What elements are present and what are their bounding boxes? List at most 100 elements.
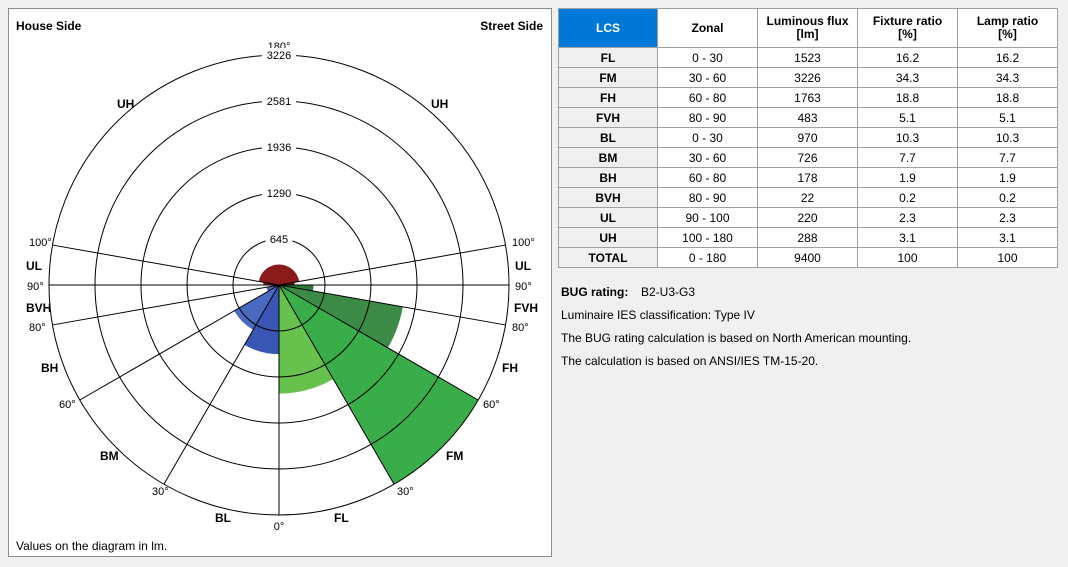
zone-label-ul-left: UL bbox=[26, 259, 42, 273]
cell-flux: 1763 bbox=[757, 87, 858, 108]
cell-lamp-ratio: 0.2 bbox=[957, 187, 1058, 208]
cell-lcs: UH bbox=[558, 227, 658, 248]
footnote: Values on the diagram in lm. bbox=[16, 539, 167, 553]
mounting-note: The BUG rating calculation is based on N… bbox=[561, 331, 912, 345]
header-fixture-ratio[interactable]: Fixture ratio [%] bbox=[857, 8, 958, 48]
cell-lcs: FH bbox=[558, 87, 658, 108]
table-row[interactable]: BH 60 - 80 178 1.9 1.9 bbox=[558, 167, 1058, 188]
grid-spoke bbox=[52, 244, 280, 286]
header-lamp-ratio[interactable]: Lamp ratio [%] bbox=[957, 8, 1058, 48]
calculation-note: The calculation is based on ANSI/IES TM-… bbox=[561, 354, 819, 368]
cell-fixture-ratio: 3.1 bbox=[857, 227, 958, 248]
sector-uh-house bbox=[258, 264, 279, 285]
street-side-label: Street Side bbox=[480, 19, 543, 33]
cell-zonal: 90 - 100 bbox=[657, 207, 758, 228]
ring-label-bg bbox=[262, 48, 296, 61]
cell-lamp-ratio: 16.2 bbox=[957, 47, 1058, 68]
table-row[interactable]: FH 60 - 80 1763 18.8 18.8 bbox=[558, 87, 1058, 108]
cell-fixture-ratio: 34.3 bbox=[857, 67, 958, 88]
table-row[interactable]: UH 100 - 180 288 3.1 3.1 bbox=[558, 227, 1058, 248]
grid-spoke bbox=[278, 244, 506, 286]
zone-label-fh: FH bbox=[502, 361, 518, 375]
header-lcs[interactable]: LCS bbox=[558, 8, 658, 48]
zone-label-bl: BL bbox=[215, 511, 231, 525]
sector-uh-street bbox=[279, 264, 300, 285]
ring-label-bg bbox=[265, 232, 293, 246]
cell-fixture-ratio: 16.2 bbox=[857, 47, 958, 68]
angle-label-left-100: 100° bbox=[29, 237, 52, 249]
cell-lcs: UL bbox=[558, 207, 658, 228]
angle-label-0: 0° bbox=[274, 521, 285, 533]
table-row[interactable]: BVH 80 - 90 22 0.2 0.2 bbox=[558, 187, 1058, 208]
zone-label-bh: BH bbox=[41, 361, 58, 375]
ring-label-bg bbox=[262, 139, 296, 153]
cell-fixture-ratio: 18.8 bbox=[857, 87, 958, 108]
grid-spoke bbox=[278, 284, 479, 401]
cell-lamp-ratio: 34.3 bbox=[957, 67, 1058, 88]
sector-fh bbox=[279, 285, 403, 348]
table-row[interactable]: FVH 80 - 90 483 5.1 5.1 bbox=[558, 107, 1058, 128]
table-row[interactable]: FM 30 - 60 3226 34.3 34.3 bbox=[558, 67, 1058, 88]
cell-flux: 483 bbox=[757, 107, 858, 128]
zone-label-bvh: BVH bbox=[26, 301, 51, 315]
cell-zonal: 0 - 30 bbox=[657, 47, 758, 68]
cell-fixture-ratio: 10.3 bbox=[857, 127, 958, 148]
angle-label-left-90: 90° bbox=[27, 281, 44, 293]
table-row[interactable]: TOTAL 0 - 180 9400 100 100 bbox=[558, 247, 1058, 268]
header-luminous-flux[interactable]: Luminous flux [lm] bbox=[757, 8, 858, 48]
cell-lcs: BH bbox=[558, 167, 658, 188]
cell-zonal: 30 - 60 bbox=[657, 67, 758, 88]
ies-classification: Luminaire IES classification: Type IV bbox=[561, 308, 755, 322]
cell-fixture-ratio: 0.2 bbox=[857, 187, 958, 208]
bug-rating-row: BUG rating: B2-U3-G3 bbox=[561, 285, 911, 308]
zone-label-uh-right: UH bbox=[431, 97, 448, 111]
cell-lamp-ratio: 1.9 bbox=[957, 167, 1058, 188]
angle-label-left-30: 30° bbox=[152, 486, 169, 498]
grid-spoke bbox=[278, 284, 506, 326]
lcs-table: LCS Zonal Luminous flux [lm] Fixture rati… bbox=[558, 8, 1058, 268]
angle-label-right-90: 90° bbox=[515, 281, 532, 293]
cell-flux: 970 bbox=[757, 127, 858, 148]
cell-lamp-ratio: 10.3 bbox=[957, 127, 1058, 148]
angle-label-right-30: 30° bbox=[397, 486, 414, 498]
cell-fixture-ratio: 2.3 bbox=[857, 207, 958, 228]
cell-flux: 220 bbox=[757, 207, 858, 228]
cell-fixture-ratio: 7.7 bbox=[857, 147, 958, 168]
ring-label-bg bbox=[262, 93, 296, 107]
header-zonal[interactable]: Zonal bbox=[657, 8, 758, 48]
ring-label-bg bbox=[262, 186, 296, 200]
ring-label: 2581 bbox=[267, 96, 291, 108]
cell-lamp-ratio: 3.1 bbox=[957, 227, 1058, 248]
cell-flux: 1523 bbox=[757, 47, 858, 68]
bug-rating-value: B2-U3-G3 bbox=[641, 285, 696, 299]
cell-zonal: 80 - 90 bbox=[657, 107, 758, 128]
angle-label-left-80: 80° bbox=[29, 322, 46, 334]
cell-flux: 9400 bbox=[757, 247, 858, 268]
cell-lamp-ratio: 18.8 bbox=[957, 87, 1058, 108]
ring-label: 1290 bbox=[267, 188, 291, 200]
table-row[interactable]: BL 0 - 30 970 10.3 10.3 bbox=[558, 127, 1058, 148]
cell-lcs: FL bbox=[558, 47, 658, 68]
angle-label-right-80: 80° bbox=[512, 322, 529, 334]
table-row[interactable]: BM 30 - 60 726 7.7 7.7 bbox=[558, 147, 1058, 168]
cell-zonal: 60 - 80 bbox=[657, 87, 758, 108]
zone-label-fl: FL bbox=[334, 511, 349, 525]
grid-spoke bbox=[278, 284, 395, 485]
cell-lamp-ratio: 100 bbox=[957, 247, 1058, 268]
cell-lcs: BVH bbox=[558, 187, 658, 208]
grid-spoke bbox=[163, 284, 280, 485]
zone-label-bm: BM bbox=[100, 449, 119, 463]
cell-fixture-ratio: 1.9 bbox=[857, 167, 958, 188]
table-header-row: LCS Zonal Luminous flux [lm] Fixture rati… bbox=[558, 8, 1058, 48]
lcs-table-wrapper: LCS Zonal Luminous flux [lm] Fixture rati… bbox=[558, 8, 1058, 268]
house-side-label: House Side bbox=[16, 19, 82, 33]
polar-diagram-panel: House Side Street Side Values on the dia… bbox=[8, 8, 552, 557]
cell-zonal: 100 - 180 bbox=[657, 227, 758, 248]
table-row[interactable]: UL 90 - 100 220 2.3 2.3 bbox=[558, 207, 1058, 228]
table-row[interactable]: FL 0 - 30 1523 16.2 16.2 bbox=[558, 47, 1058, 68]
cell-lamp-ratio: 2.3 bbox=[957, 207, 1058, 228]
sector-fm bbox=[279, 285, 479, 485]
cell-lamp-ratio: 7.7 bbox=[957, 147, 1058, 168]
sector-bm bbox=[234, 285, 279, 330]
angle-label-right-60: 60° bbox=[483, 399, 500, 411]
